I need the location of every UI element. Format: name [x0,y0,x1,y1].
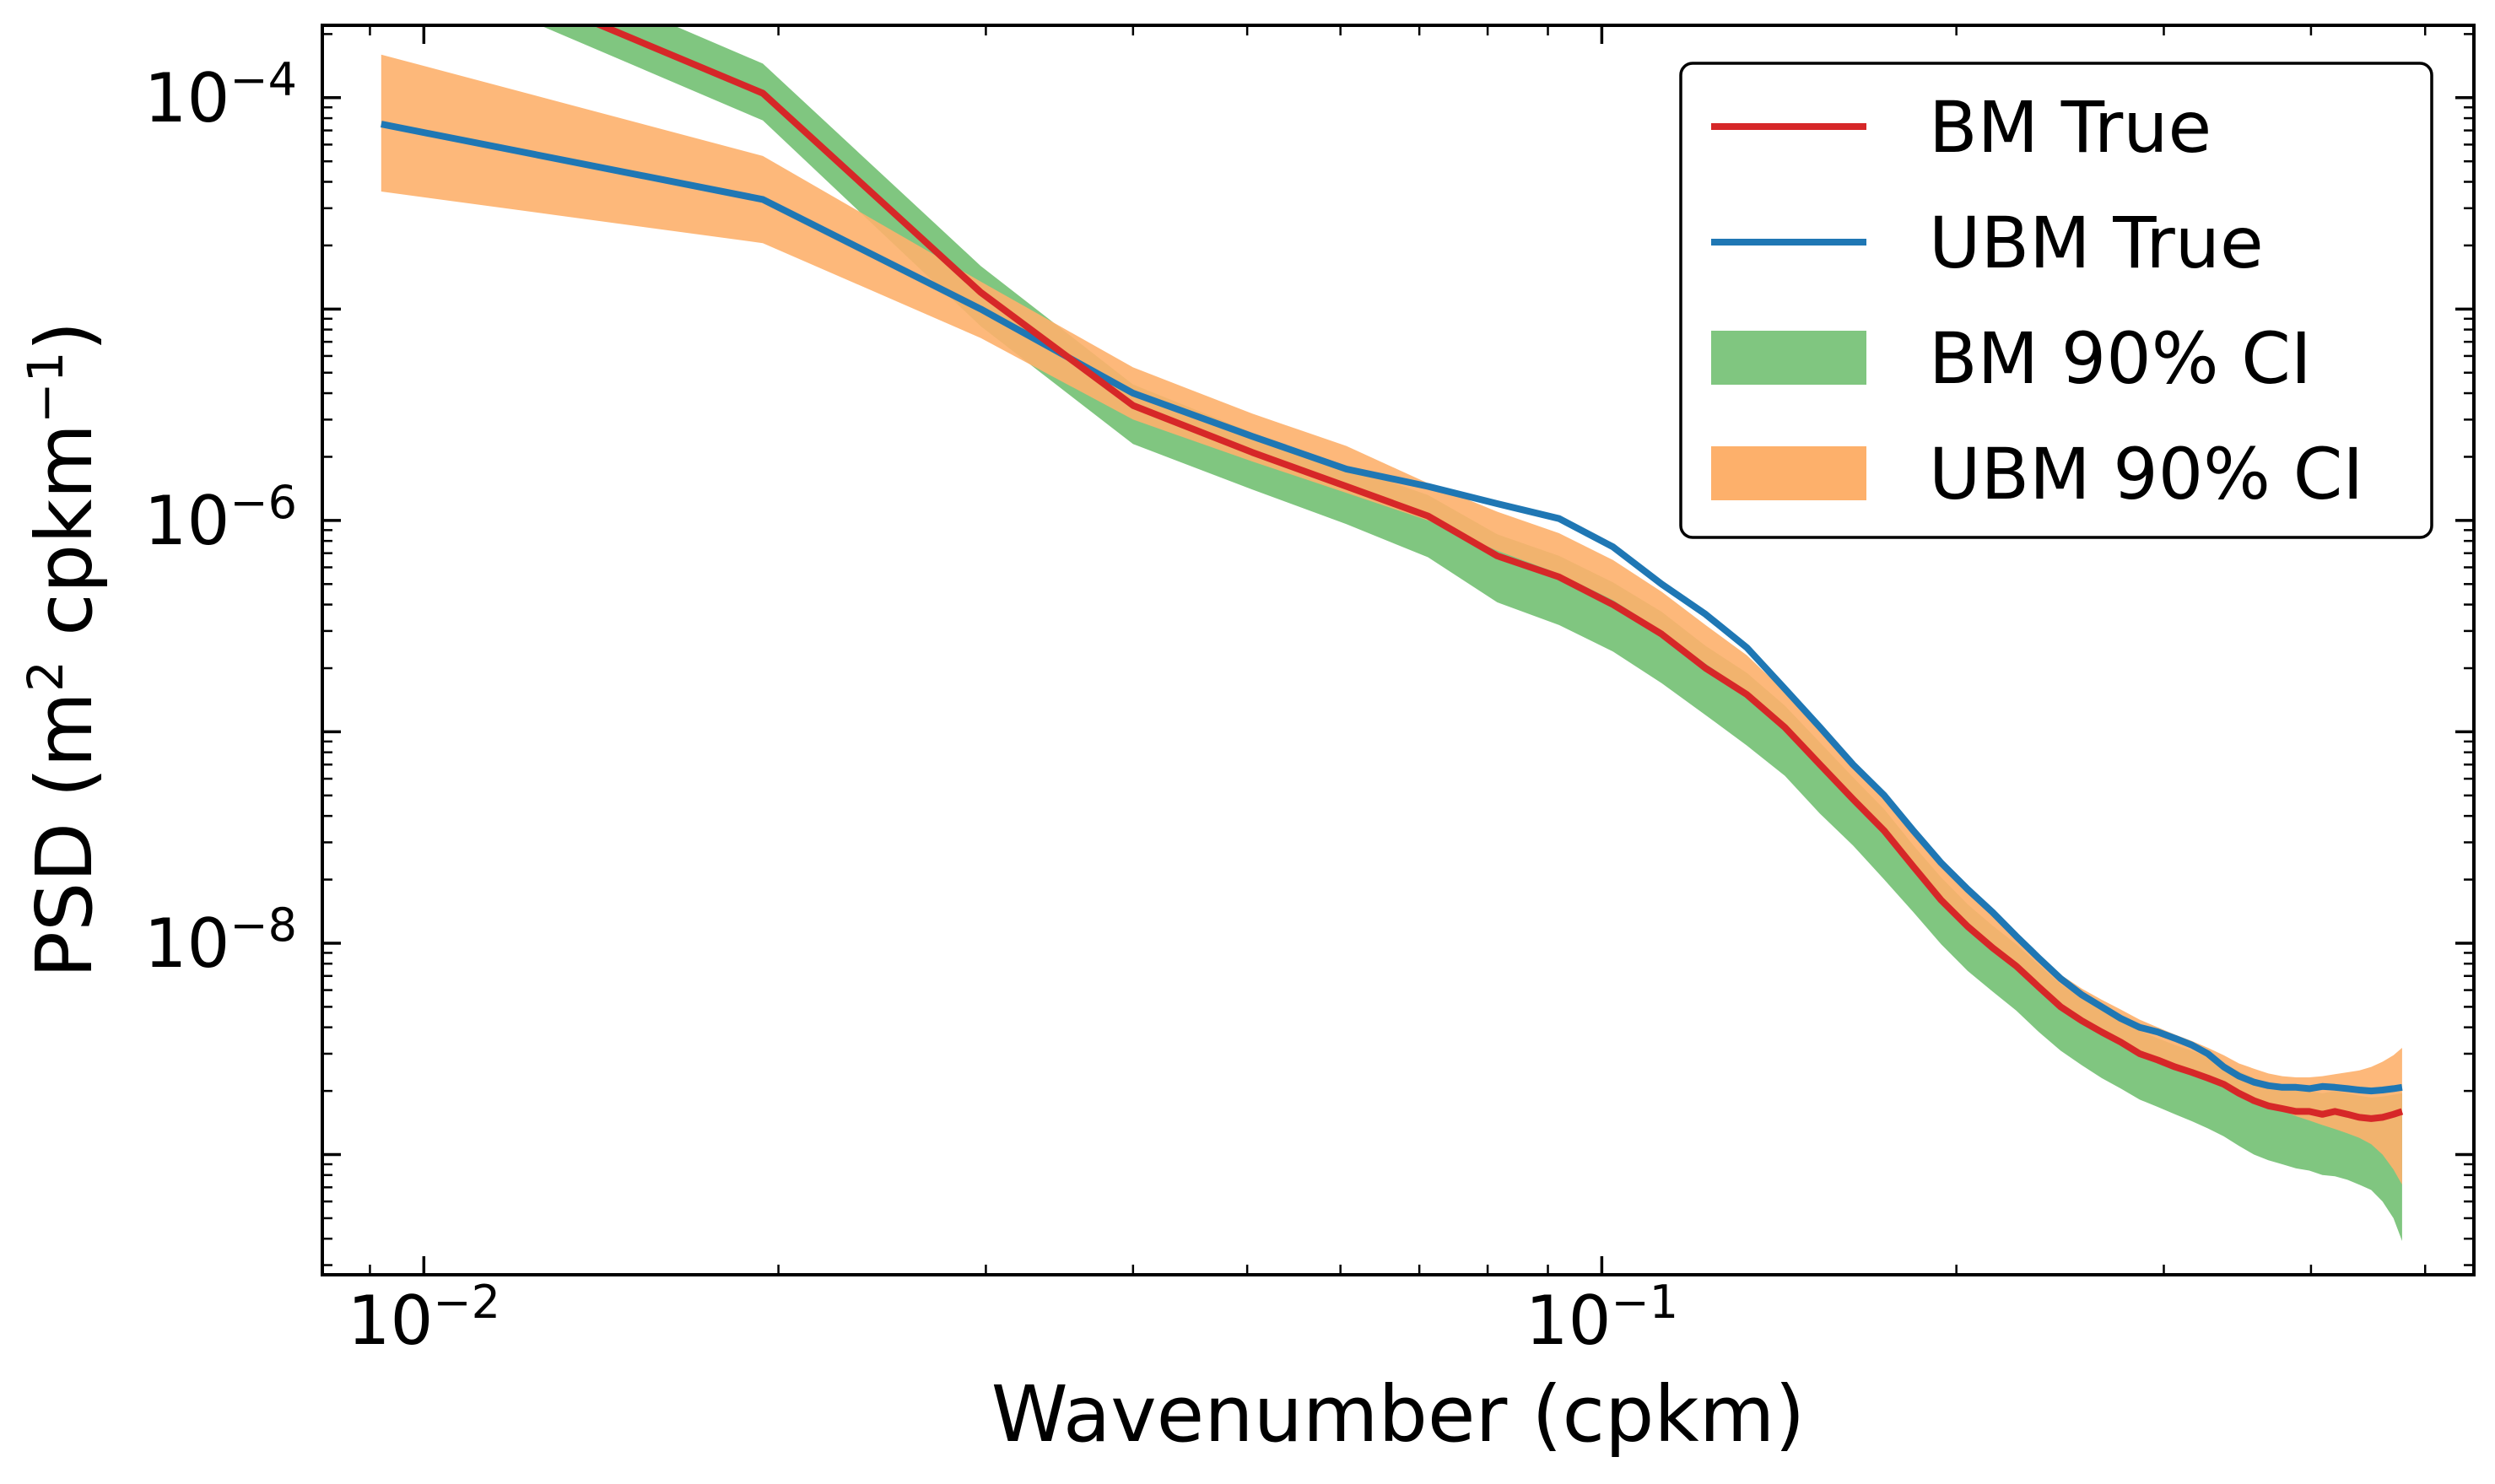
y-tick-label: 10−4 [144,52,297,138]
legend: BM True UBM True BM 90% CI UBM 90% CI [1679,62,2433,539]
legend-patch-swatch [1711,331,1866,385]
legend-item: BM 90% CI [1711,317,2312,400]
legend-item: UBM 90% CI [1711,433,2363,515]
axis-ticks: 10−2 10−1 10−4 10−6 10−8 [144,25,2474,1360]
plot-area [381,25,2404,1241]
legend-item: BM True [1711,86,2211,169]
legend-item: UBM True [1711,202,2264,284]
y-tick-label: 10−6 [144,475,297,560]
legend-label: BM True [1929,86,2211,169]
series-line-ubm-true [381,121,2403,1095]
x-axis-label: Wavenumber (cpkm) [991,1369,1805,1460]
legend-box [1679,62,2433,539]
legend-patch-swatch [1711,446,1866,500]
legend-label: UBM 90% CI [1929,433,2363,515]
series-line-bm-true [591,25,2404,1122]
legend-label: BM 90% CI [1929,317,2312,400]
y-tick-label: 10−8 [144,898,297,983]
y-axis-label: PSD (m2 cpkm−1) [17,321,110,979]
legend-label: UBM True [1929,202,2264,284]
axes-frame [321,24,2476,1276]
x-tick-label: 10−2 [348,1276,500,1361]
x-tick-label: 10−1 [1526,1276,1678,1361]
